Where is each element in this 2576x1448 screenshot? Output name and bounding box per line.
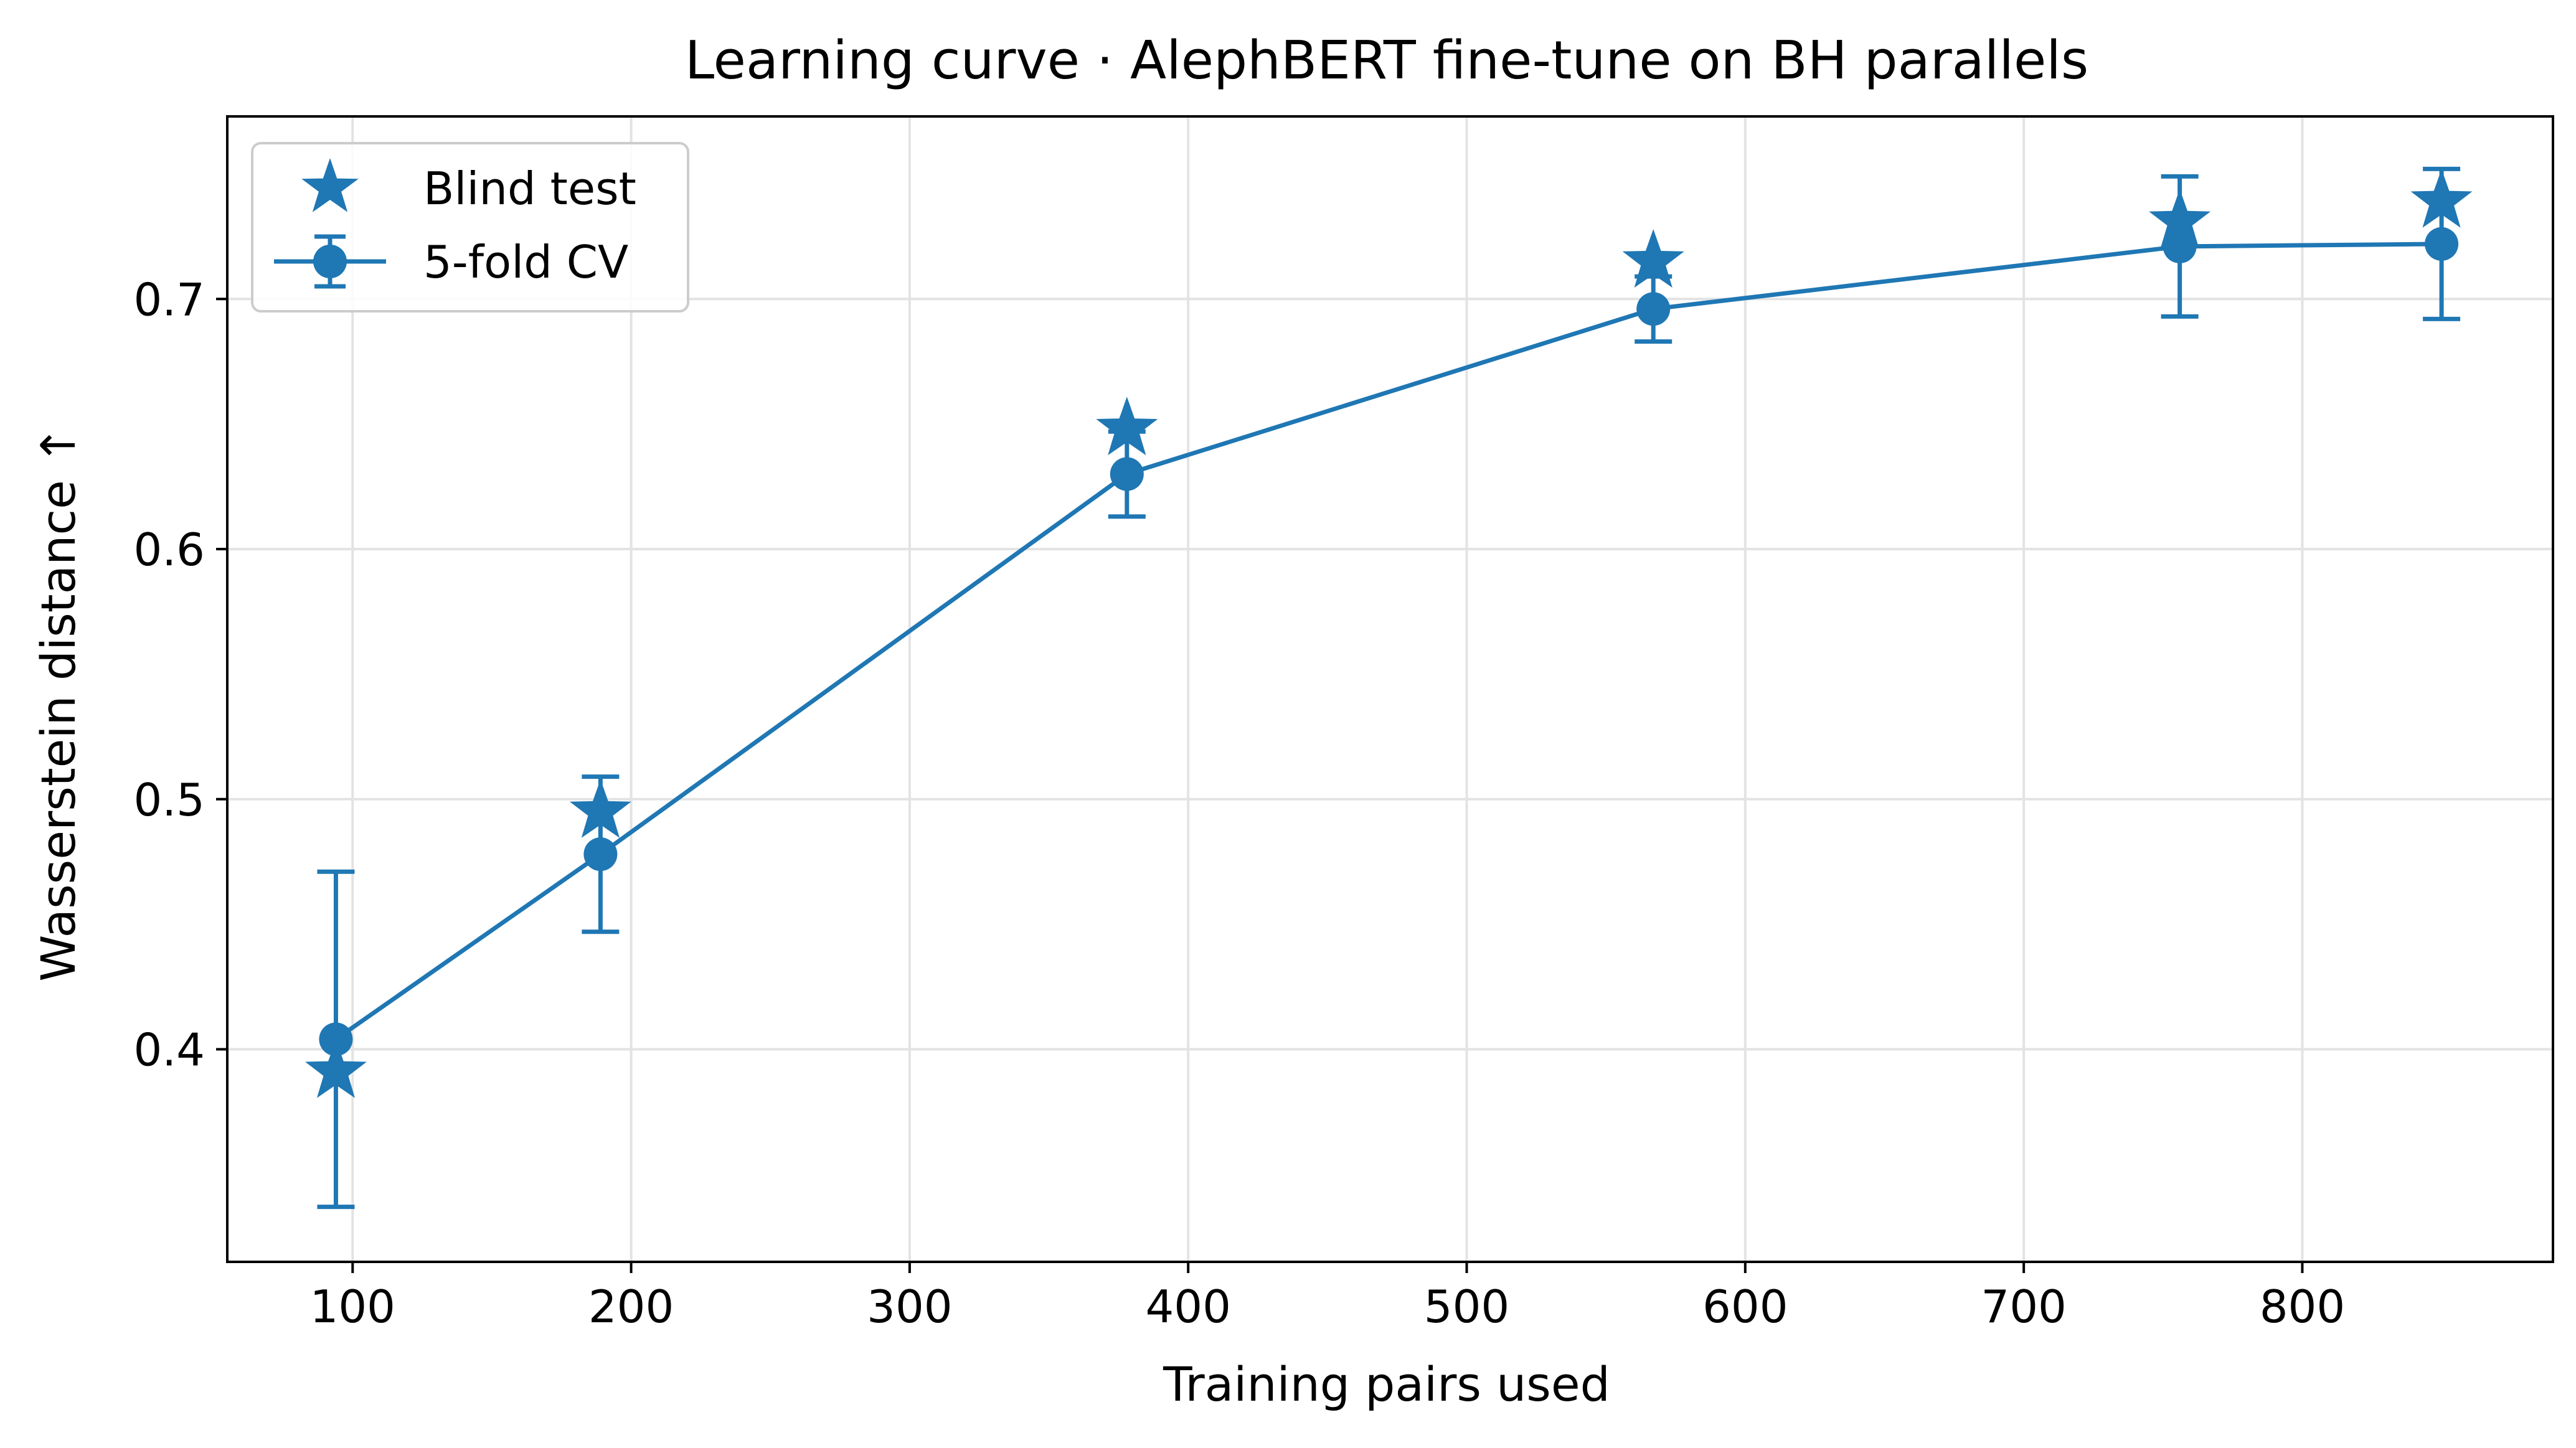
y-axis-label: Wasserstein distance ↑ (31, 425, 86, 982)
y-tick-label: 0.6 (133, 524, 205, 576)
x-tick-label: 300 (867, 1281, 952, 1333)
blind-test-point (1622, 229, 1684, 288)
blind-test-point (2149, 189, 2211, 248)
legend-marker-blind-test (301, 158, 359, 212)
y-tick-label: 0.4 (133, 1024, 205, 1076)
x-tick-label: 200 (588, 1281, 674, 1333)
legend-label-cv: 5-fold CV (423, 236, 628, 288)
legend: Blind test 5-fold CV (251, 142, 689, 313)
legend-label-blind-test: Blind test (423, 162, 636, 215)
cv-point (583, 837, 618, 872)
plot-series (305, 166, 2473, 1210)
x-tick-label: 800 (2260, 1281, 2345, 1333)
x-tick-label: 500 (1424, 1281, 1509, 1333)
gridlines (227, 116, 2553, 1262)
legend-cv-point (313, 245, 347, 278)
x-tick-label: 600 (1702, 1281, 1788, 1333)
y-tick-label: 0.5 (133, 774, 205, 826)
blind-test-point (1096, 397, 1158, 456)
cv-series-line (334, 242, 2442, 1041)
legend-marker-cv (274, 234, 386, 289)
y-tick-label: 0.7 (133, 273, 205, 326)
plot-frame (226, 115, 2554, 1263)
axes: 100 200 300 400 500 600 700 800 0.4 0.5 0.6 0.7 (133, 115, 2554, 1333)
cv-point (319, 1022, 353, 1056)
blind-test-point (2410, 169, 2473, 228)
x-tick-label: 100 (310, 1281, 395, 1333)
x-axis-label: Training pairs used (1163, 1356, 1610, 1412)
blind-test-point (569, 779, 631, 838)
blind-test-point (305, 1039, 367, 1098)
x-tick-label: 700 (1981, 1281, 2066, 1333)
chart-title: Learning curve · AlephBERT fine-tune on … (685, 30, 2088, 92)
legend-box (251, 142, 689, 313)
cv-point (1636, 292, 1671, 326)
x-tick-label: 400 (1145, 1281, 1230, 1333)
cv-point (1110, 457, 1144, 491)
cv-point (2425, 227, 2459, 261)
